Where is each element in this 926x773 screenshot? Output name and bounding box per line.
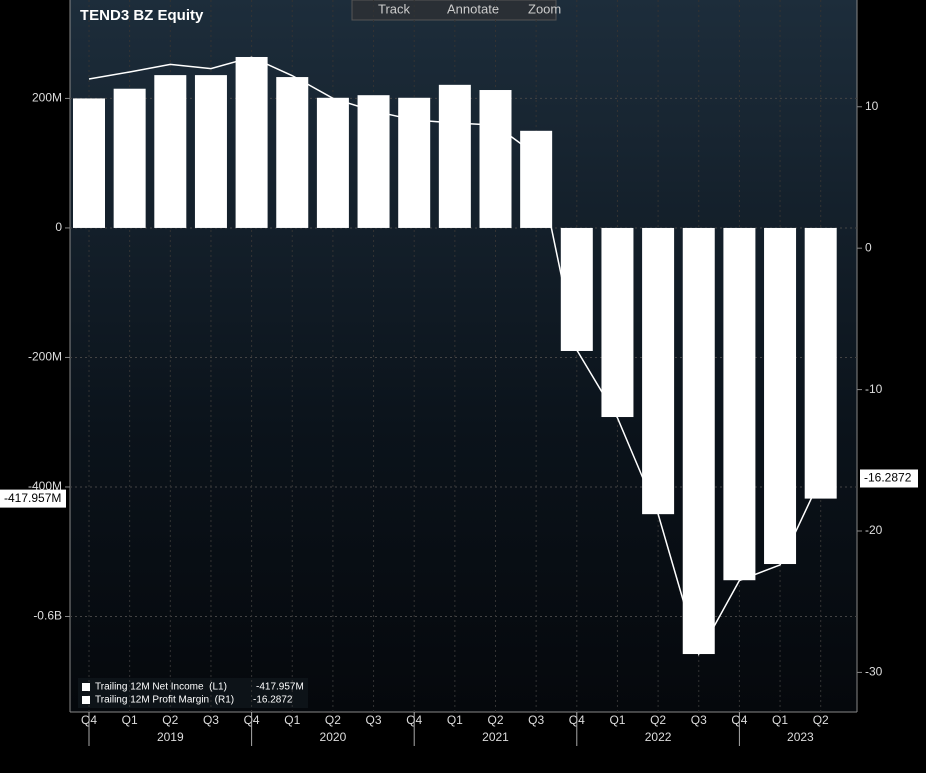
year-label: 2020	[320, 730, 347, 744]
year-label: 2021	[482, 730, 509, 744]
bar	[276, 77, 309, 228]
legend	[78, 678, 308, 708]
bar	[316, 97, 349, 228]
bar	[479, 90, 512, 228]
x-tick-label: Q1	[447, 713, 463, 727]
x-tick-label: Q2	[650, 713, 666, 727]
axis-value-label: -16.2872	[864, 471, 912, 485]
y-tick-label: -200M	[28, 350, 62, 364]
line	[88, 56, 822, 656]
x-tick-label: Q3	[203, 713, 219, 727]
y2-tick-label: 10	[865, 99, 879, 113]
y2-tick-label: -30	[865, 665, 883, 679]
bar	[235, 56, 268, 228]
year-label: 2023	[787, 730, 814, 744]
toolbar-button[interactable]: Annotate	[447, 1, 499, 16]
axis-value-box	[860, 469, 918, 488]
x-tick-label: Q1	[284, 713, 300, 727]
bar	[642, 227, 675, 515]
legend-label: Trailing 12M Profit Margin (R1)	[95, 695, 234, 706]
toolbar-button[interactable]: Zoom	[528, 1, 561, 16]
legend-swatch	[82, 696, 90, 704]
chart-title: TEND3 BZ Equity	[80, 7, 204, 24]
y2-tick-label: -10	[865, 382, 883, 396]
x-tick-label: Q2	[487, 713, 503, 727]
x-tick-label: Q1	[772, 713, 788, 727]
toolbar-button[interactable]: Track	[378, 1, 411, 16]
y-tick-label: 200M	[32, 91, 62, 105]
x-tick-label: Q2	[813, 713, 829, 727]
bar	[73, 98, 105, 228]
axis-value-label: -417.957M	[4, 491, 61, 505]
bar	[764, 227, 797, 565]
x-tick-label: Q3	[366, 713, 382, 727]
bar	[560, 227, 593, 351]
bar	[601, 227, 634, 418]
bar	[357, 95, 390, 228]
legend-label: Trailing 12M Net Income (L1)	[95, 682, 227, 693]
x-tick-label: Q1	[122, 713, 138, 727]
x-tick-label: Q2	[325, 713, 341, 727]
x-tick-label: Q1	[609, 713, 625, 727]
legend-swatch	[82, 683, 90, 691]
bar	[520, 130, 553, 228]
axis-value-box	[0, 489, 66, 508]
x-tick-label: Q3	[691, 713, 707, 727]
legend-value: -16.2872	[253, 695, 293, 706]
bar	[682, 227, 715, 655]
year-label: 2022	[645, 730, 672, 744]
bar	[438, 84, 471, 228]
year-label: 2019	[157, 730, 184, 744]
bar	[723, 227, 756, 581]
x-tick-label: Q3	[528, 713, 544, 727]
y-tick-label: -0.6B	[33, 609, 62, 623]
legend-value: -417.957M	[256, 682, 304, 693]
y2-tick-label: -20	[865, 523, 883, 537]
bar	[154, 75, 187, 228]
y-tick-label: 0	[55, 220, 62, 234]
x-tick-label: Q2	[162, 713, 178, 727]
bar	[804, 227, 837, 499]
bar	[113, 88, 146, 228]
toolbar	[351, 0, 557, 21]
bar	[194, 75, 227, 228]
y2-tick-label: 0	[865, 240, 872, 254]
